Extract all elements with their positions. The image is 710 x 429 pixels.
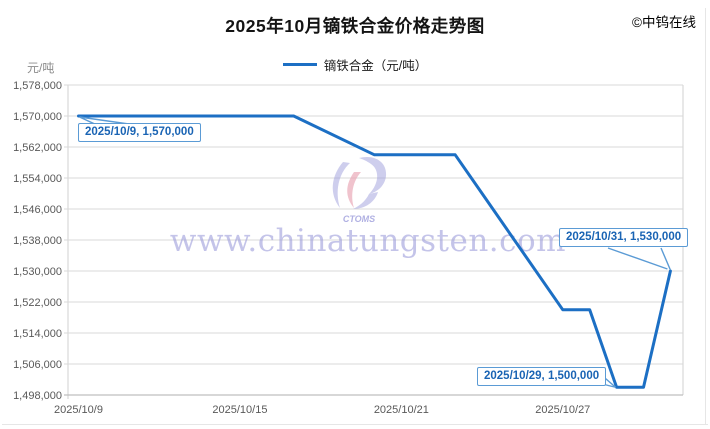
y-tick-label: 1,570,000 — [13, 111, 62, 123]
y-tick-label: 1,514,000 — [13, 328, 62, 340]
y-tick-label: 1,554,000 — [13, 173, 62, 185]
annotation-start-price: 2025/10/9, 1,570,000 — [78, 123, 201, 142]
y-tick-label: 1,498,000 — [13, 390, 62, 402]
y-tick-label: 1,538,000 — [13, 235, 62, 247]
x-tick-label: 2025/10/21 — [374, 404, 429, 416]
y-tick-label: 1,562,000 — [13, 142, 62, 154]
legend-line-icon — [282, 62, 317, 66]
ctoms-logo-icon: CTOMS — [332, 156, 387, 224]
legend: 镝铁合金（元/吨） — [0, 57, 710, 73]
y-tick-label: 1,522,000 — [13, 297, 62, 309]
watermark-text: www.chinatungsten.com — [170, 223, 566, 259]
x-tick-label: 2025/10/27 — [535, 404, 590, 416]
price-line-series — [77, 114, 672, 389]
legend-label: 镝铁合金（元/吨） — [323, 58, 428, 73]
y-axis-unit-label: 元/吨 — [27, 61, 55, 75]
chart-title: 2025年10月镝铁合金价格走势图 — [225, 16, 485, 36]
annotation-end-price: 2025/10/31, 1,530,000 — [559, 228, 689, 247]
watermark: www.chinatungsten.com — [170, 223, 566, 259]
y-axis-tick-labels: 1,578,000 1,570,000 1,562,000 1,554,000 1,54… — [13, 80, 62, 402]
y-tick-label: 1,546,000 — [13, 204, 62, 216]
annotation-low-price: 2025/10/29, 1,500,000 — [477, 367, 607, 386]
x-tick-label: 2025/10/15 — [212, 404, 267, 416]
y-tick-label: 1,530,000 — [13, 266, 62, 278]
page-edge-right — [705, 8, 706, 425]
y-tick-label: 1,578,000 — [13, 80, 62, 92]
copyright-label: ©中钨在线 — [632, 15, 696, 30]
y-tick-label: 1,506,000 — [13, 359, 62, 371]
x-axis-tick-labels: 2025/10/9 2025/10/15 2025/10/21 2025/10/27 — [54, 404, 590, 416]
x-tick-label: 2025/10/9 — [54, 404, 103, 416]
ctoms-logo-text: CTOMS — [343, 214, 375, 224]
page-edge-bottom — [2, 424, 708, 425]
